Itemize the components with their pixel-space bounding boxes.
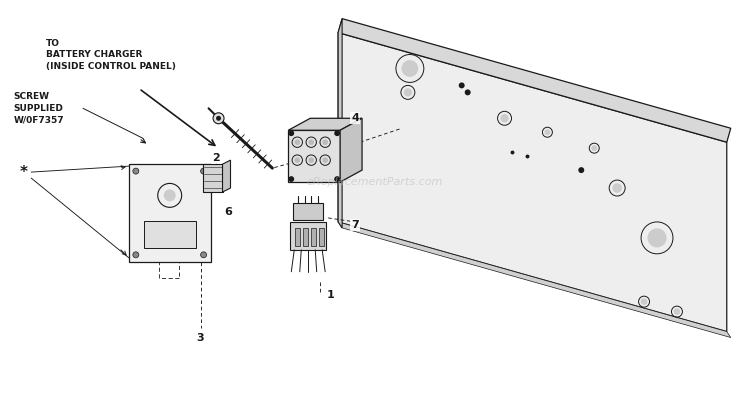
Circle shape <box>322 157 328 163</box>
Circle shape <box>640 298 647 305</box>
Circle shape <box>591 145 597 151</box>
Circle shape <box>200 168 206 174</box>
Circle shape <box>674 308 680 315</box>
Bar <box>320 228 324 246</box>
Circle shape <box>133 168 139 174</box>
Text: eReplacementParts.com: eReplacementParts.com <box>307 177 443 187</box>
Bar <box>296 228 300 246</box>
Circle shape <box>401 60 418 77</box>
Polygon shape <box>338 222 730 338</box>
Text: 2: 2 <box>211 153 220 163</box>
Circle shape <box>335 131 339 136</box>
Bar <box>143 221 196 248</box>
Circle shape <box>465 89 471 95</box>
Bar <box>311 228 316 246</box>
Circle shape <box>308 139 314 145</box>
Polygon shape <box>223 160 230 192</box>
Circle shape <box>578 167 584 173</box>
Circle shape <box>295 157 300 163</box>
Circle shape <box>459 82 465 88</box>
Circle shape <box>322 139 328 145</box>
Bar <box>129 164 211 262</box>
Circle shape <box>289 177 293 181</box>
Circle shape <box>289 131 293 136</box>
Text: TO
BATTERY CHARGER
(INSIDE CONTROL PANEL): TO BATTERY CHARGER (INSIDE CONTROL PANEL… <box>46 38 176 71</box>
Circle shape <box>213 113 224 124</box>
Text: 3: 3 <box>196 332 205 342</box>
Polygon shape <box>288 118 362 130</box>
Circle shape <box>164 189 176 201</box>
Bar <box>303 228 308 246</box>
Polygon shape <box>338 32 727 332</box>
Circle shape <box>500 114 508 122</box>
Circle shape <box>544 129 550 135</box>
Text: 1: 1 <box>326 290 334 300</box>
Circle shape <box>404 88 412 96</box>
Polygon shape <box>340 118 362 182</box>
Circle shape <box>647 228 667 248</box>
Text: 4: 4 <box>351 113 359 123</box>
Circle shape <box>308 157 314 163</box>
Circle shape <box>335 177 339 181</box>
Circle shape <box>295 139 300 145</box>
Polygon shape <box>293 203 323 220</box>
Polygon shape <box>338 19 342 228</box>
Circle shape <box>216 116 221 121</box>
Polygon shape <box>202 164 223 192</box>
Text: *: * <box>20 164 27 180</box>
Circle shape <box>133 252 139 258</box>
Text: 7: 7 <box>351 220 359 230</box>
Circle shape <box>200 252 206 258</box>
Circle shape <box>612 183 622 193</box>
Polygon shape <box>338 19 730 142</box>
Text: 6: 6 <box>224 207 232 217</box>
Polygon shape <box>290 222 326 250</box>
Polygon shape <box>288 130 340 182</box>
Text: SCREW
SUPPLIED
W/0F7357: SCREW SUPPLIED W/0F7357 <box>13 92 64 125</box>
